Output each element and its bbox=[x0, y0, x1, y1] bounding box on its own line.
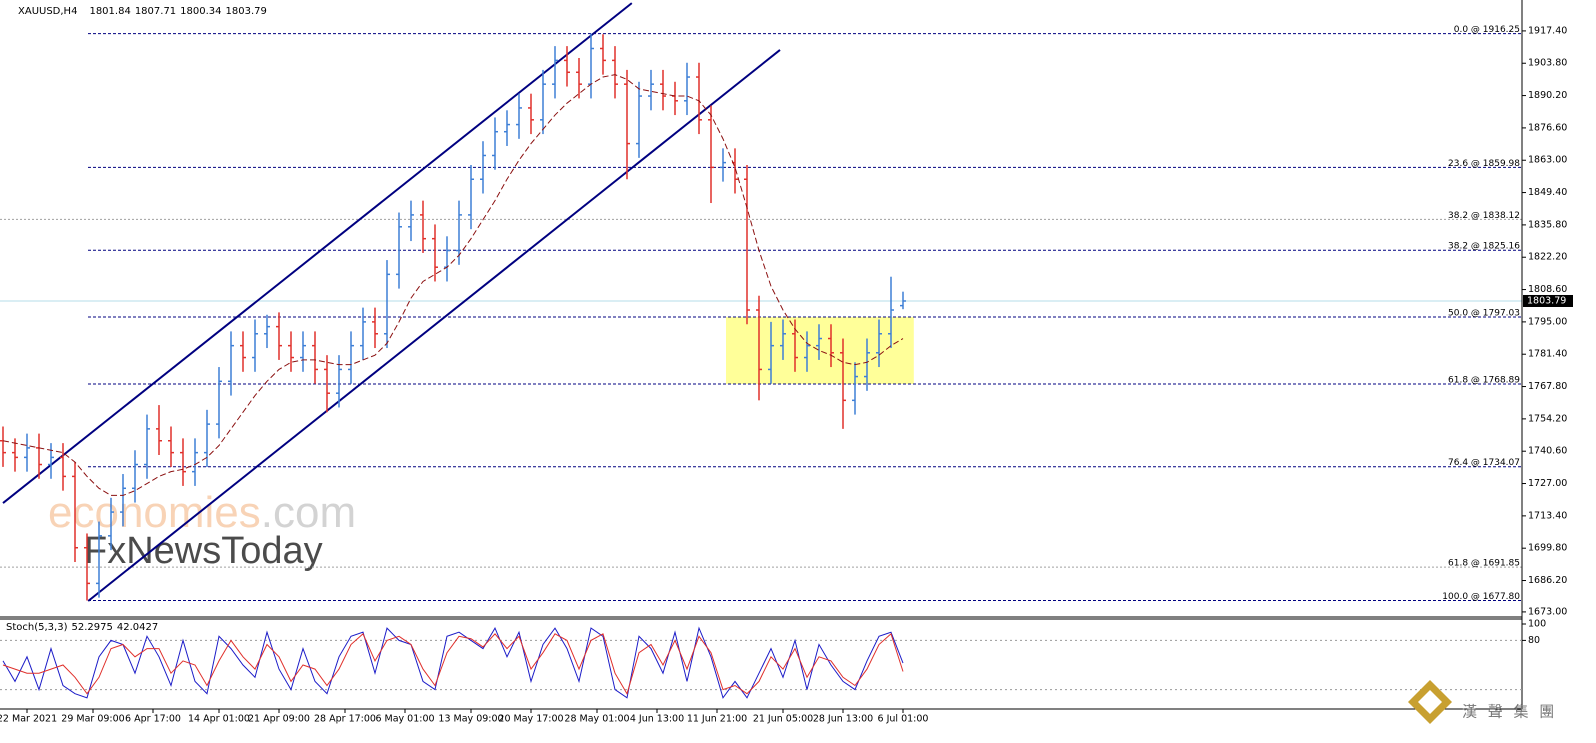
indicator-title: Stoch(5,3,3) bbox=[6, 622, 68, 633]
x-tick-label: 14 Apr 01:00 bbox=[188, 714, 250, 725]
x-tick-label: 6 Jul 01:00 bbox=[878, 714, 929, 725]
logo-mark-inner bbox=[1418, 690, 1442, 714]
stoch-line bbox=[2, 632, 904, 695]
x-tick-label: 4 Jun 13:00 bbox=[630, 714, 684, 725]
y-tick-label: 1673.00 bbox=[1528, 606, 1567, 617]
y-tick-label: 1822.20 bbox=[1528, 252, 1567, 263]
y-tick-label: 1713.40 bbox=[1528, 510, 1567, 521]
logo-text: 漢 聲 集 團 bbox=[1462, 703, 1557, 721]
y-tick-label: 1849.40 bbox=[1528, 187, 1567, 198]
y-tick-label: 1754.20 bbox=[1528, 413, 1567, 424]
y-tick-label: 1917.40 bbox=[1528, 25, 1567, 36]
x-tick-label: 6 May 01:00 bbox=[375, 714, 434, 725]
high-value: 1807.71 bbox=[135, 6, 176, 17]
chart-header: XAUUSD,H4 1801.84 1807.71 1800.34 1803.79 bbox=[18, 6, 267, 17]
channel-line bbox=[87, 49, 781, 602]
fib-label: 38.2 @ 1825.16 bbox=[1448, 242, 1520, 252]
y-tick-label: 1863.00 bbox=[1528, 155, 1567, 166]
close-value: 1803.79 bbox=[226, 6, 267, 17]
stoch-line bbox=[2, 626, 904, 699]
price-tag bbox=[1523, 294, 1573, 307]
y-tick-label: 1699.80 bbox=[1528, 543, 1567, 554]
symbol: XAUUSD,H4 bbox=[18, 6, 77, 17]
y-tick-label: 1686.20 bbox=[1528, 575, 1567, 586]
x-tick-label: 28 May 01:00 bbox=[564, 714, 629, 725]
watermark: economies.com bbox=[48, 488, 356, 537]
x-tick-label: 21 Apr 09:00 bbox=[248, 714, 310, 725]
channel-line bbox=[2, 2, 633, 504]
fib-label: 38.2 @ 1838.12 bbox=[1448, 211, 1520, 221]
zone bbox=[726, 317, 914, 384]
fib-label: 100.0 @ 1677.80 bbox=[1442, 592, 1520, 602]
y-tick-label: 1890.20 bbox=[1528, 90, 1567, 101]
fib-label: 61.8 @ 1768.89 bbox=[1448, 375, 1520, 385]
fib-label: 50.0 @ 1797.03 bbox=[1448, 309, 1520, 319]
y-tick-label: 1835.80 bbox=[1528, 219, 1567, 230]
x-tick-label: 11 Jun 21:00 bbox=[687, 714, 747, 725]
logo bbox=[1408, 680, 1452, 724]
x-tick-label: 21 Jun 05:00 bbox=[753, 714, 813, 725]
x-tick-label: 20 May 17:00 bbox=[498, 714, 563, 725]
y-tick-label: 1727.00 bbox=[1528, 478, 1567, 489]
fib-label: 0.0 @ 1916.25 bbox=[1454, 25, 1520, 35]
price-tag-label: 1803.79 bbox=[1527, 295, 1566, 306]
watermark-brand: economies bbox=[48, 488, 261, 537]
x-tick-label: 6 Apr 17:00 bbox=[125, 714, 181, 725]
x-tick-label: 28 Jun 13:00 bbox=[813, 714, 873, 725]
fib-label: 61.8 @ 1691.85 bbox=[1448, 559, 1520, 569]
low-value: 1800.34 bbox=[180, 6, 221, 17]
y-tick-label: 1740.60 bbox=[1528, 446, 1567, 457]
y-tick-label: 1876.60 bbox=[1528, 122, 1567, 133]
y-tick-label: 1767.80 bbox=[1528, 381, 1567, 392]
indicator-main: 52.2975 bbox=[71, 622, 112, 633]
fib-label: 23.6 @ 1859.98 bbox=[1448, 159, 1520, 169]
indicator-header: Stoch(5,3,3) 52.2975 42.0427 bbox=[6, 622, 158, 633]
y-tick-label: 1903.80 bbox=[1528, 58, 1567, 69]
y-tick-label: 1781.40 bbox=[1528, 349, 1567, 360]
x-tick-label: 28 Apr 17:00 bbox=[314, 714, 376, 725]
moving-average bbox=[2, 74, 904, 496]
y-tick-label: 1808.60 bbox=[1528, 284, 1567, 295]
x-tick-label: 13 May 09:00 bbox=[438, 714, 503, 725]
watermark-suffix: .com bbox=[261, 488, 356, 537]
y-tick-label: 1795.00 bbox=[1528, 316, 1567, 327]
y2-tick-label: 100 bbox=[1528, 619, 1546, 630]
fib-label: 76.4 @ 1734.07 bbox=[1448, 458, 1520, 468]
x-tick-label: 29 Mar 09:00 bbox=[61, 714, 124, 725]
indicator-signal: 42.0427 bbox=[117, 622, 158, 633]
open-value: 1801.84 bbox=[89, 6, 130, 17]
y2-tick-label: 80 bbox=[1528, 635, 1540, 646]
watermark-sub: FxNewsToday bbox=[84, 530, 323, 572]
x-tick-label: 22 Mar 2021 bbox=[0, 714, 57, 725]
